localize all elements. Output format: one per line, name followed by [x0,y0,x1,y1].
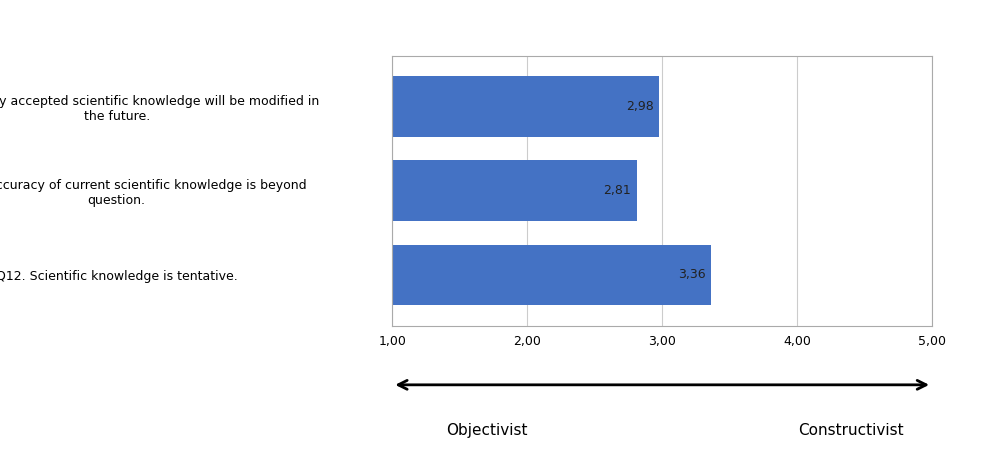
Text: Objectivist: Objectivist [446,423,528,438]
Bar [392,245,710,306]
Text: 3,36: 3,36 [678,268,705,281]
Text: Constructivist: Constructivist [799,423,904,438]
Text: 2,81: 2,81 [603,184,631,197]
Text: 2,98: 2,98 [626,100,654,113]
Bar [392,160,637,221]
Bar [392,76,659,137]
